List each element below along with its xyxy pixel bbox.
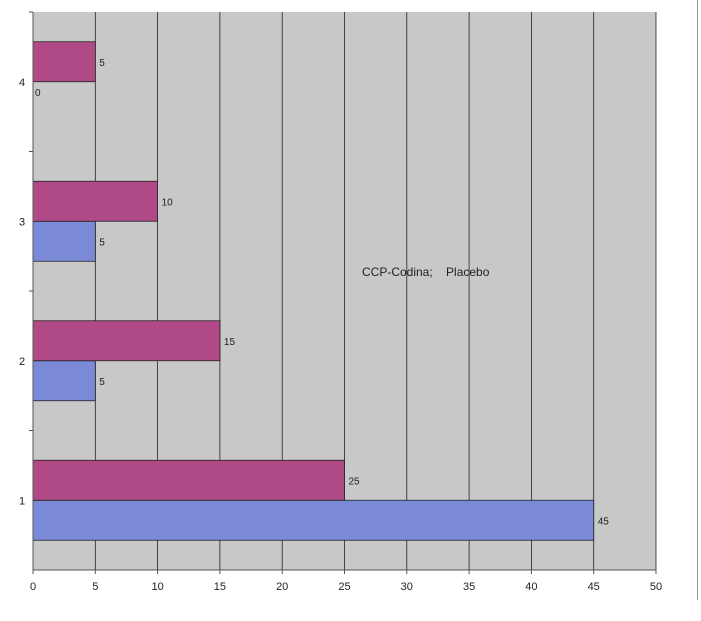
bar [32, 360, 96, 402]
y-category-label: 1 [19, 495, 25, 507]
bar [32, 499, 595, 541]
page-edge-line [697, 0, 698, 600]
data-label: 5 [99, 237, 105, 248]
data-label: 5 [99, 377, 105, 388]
grid-lines [94, 12, 657, 570]
bar [32, 180, 158, 222]
data-label: 45 [598, 516, 610, 527]
data-label: 15 [224, 337, 236, 348]
x-tick-label: 35 [463, 581, 475, 593]
x-tick-label: 10 [151, 581, 163, 593]
data-label: 5 [99, 58, 105, 69]
bar [32, 320, 221, 362]
x-tick-label: 5 [92, 581, 98, 593]
chart-annotation: CCP-Codina; Placebo [362, 265, 490, 279]
x-tick-label: 45 [588, 581, 600, 593]
bars [32, 41, 595, 541]
x-tick-label: 15 [214, 581, 226, 593]
y-category-label: 2 [19, 356, 25, 368]
x-tick-label: 25 [338, 581, 350, 593]
y-category-label: 3 [19, 216, 25, 228]
data-label: 10 [162, 197, 174, 208]
bar [32, 220, 96, 262]
bar [32, 41, 96, 83]
x-tick-label: 40 [525, 581, 537, 593]
x-tick-label: 20 [276, 581, 288, 593]
x-tick-label: 0 [30, 581, 36, 593]
bar [32, 459, 345, 501]
x-tick-label: 30 [401, 581, 413, 593]
data-label: 25 [349, 476, 361, 487]
data-label: 0 [35, 88, 41, 99]
y-category-label: 4 [19, 77, 25, 89]
x-tick-label: 50 [650, 581, 662, 593]
data-labels: 45 25 5 15 5 10 0 5 [35, 58, 609, 528]
